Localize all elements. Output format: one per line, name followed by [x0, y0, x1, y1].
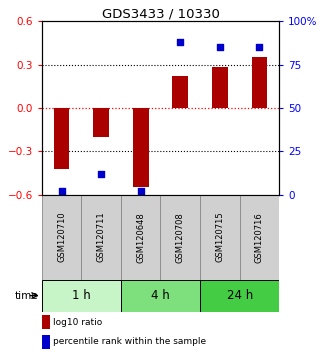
Bar [200, 195, 240, 280]
Bar [42, 195, 81, 280]
Text: time: time [15, 291, 39, 301]
Point [217, 45, 222, 50]
Bar [172, 76, 188, 108]
Bar [160, 195, 200, 280]
Bar [81, 195, 121, 280]
Point [178, 39, 183, 45]
Text: GSM120716: GSM120716 [255, 212, 264, 263]
Bar [200, 280, 279, 312]
Bar [93, 108, 109, 137]
Text: GSM120648: GSM120648 [136, 212, 145, 263]
Text: 1 h: 1 h [72, 289, 91, 302]
Bar [42, 280, 121, 312]
Bar [121, 195, 160, 280]
Bar [240, 195, 279, 280]
Text: GSM120710: GSM120710 [57, 212, 66, 263]
Bar [212, 68, 228, 108]
Text: GSM120715: GSM120715 [215, 212, 224, 263]
Text: GSM120708: GSM120708 [176, 212, 185, 263]
Point [257, 45, 262, 50]
Text: log10 ratio: log10 ratio [53, 318, 102, 327]
Point [99, 171, 104, 177]
Point [59, 188, 64, 194]
Bar [54, 108, 69, 169]
Bar [133, 108, 149, 188]
Text: GSM120711: GSM120711 [97, 212, 106, 263]
Title: GDS3433 / 10330: GDS3433 / 10330 [101, 7, 220, 20]
Bar [121, 280, 200, 312]
Text: percentile rank within the sample: percentile rank within the sample [53, 337, 206, 346]
Bar [252, 57, 267, 108]
Point [138, 188, 143, 194]
Text: 24 h: 24 h [227, 289, 253, 302]
Text: 4 h: 4 h [151, 289, 170, 302]
